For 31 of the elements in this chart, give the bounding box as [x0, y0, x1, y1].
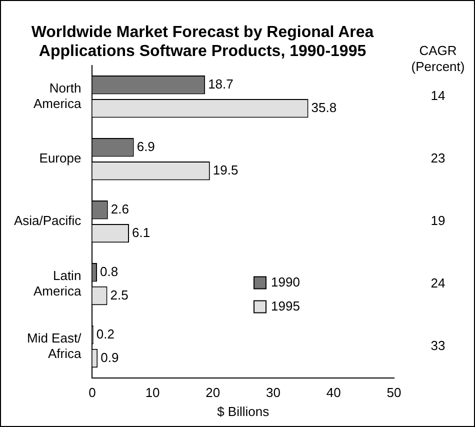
data-label: 6.9	[136, 138, 155, 154]
legend-label: 1995	[271, 298, 300, 314]
data-label: 0.8	[100, 264, 118, 279]
y-tick-label: Asia/Pacific	[14, 213, 82, 228]
x-tick-label: 40	[326, 385, 341, 400]
data-label: 19.5	[212, 162, 238, 178]
x-tick-label: 20	[206, 385, 220, 400]
text: 33	[430, 338, 446, 354]
text: 14	[430, 88, 446, 104]
legend-label: 1990	[271, 274, 300, 290]
x-tick-label: 50	[386, 385, 402, 400]
x-tick-label: 0	[88, 385, 96, 400]
y-tick-label: Mid East/ Africa	[27, 330, 82, 361]
y-tick-label: Europe	[39, 150, 82, 166]
text: 24	[430, 276, 446, 291]
chart-title: Worldwide Market Forecast by Regional Area Applications Software Products, 1990-1995	[31, 24, 374, 60]
text: 23	[430, 150, 446, 166]
data-label: 2.6	[110, 201, 129, 216]
y-tick-label: North America	[34, 80, 82, 112]
text: CAGR (Percent)	[411, 42, 465, 74]
data-label: 18.7	[208, 76, 234, 92]
data-label: 0.9	[100, 350, 119, 365]
y-tick-label: Latin America	[34, 268, 82, 298]
x-tick-label: 30	[266, 385, 281, 400]
text: 19	[430, 213, 446, 228]
data-label: 0.2	[96, 326, 114, 342]
x-axis-title: $ Billions	[217, 404, 270, 419]
data-label: 6.1	[132, 224, 150, 240]
data-label: 2.5	[110, 287, 128, 302]
data-label: 35.8	[311, 100, 337, 115]
x-tick-label: 10	[145, 385, 160, 400]
